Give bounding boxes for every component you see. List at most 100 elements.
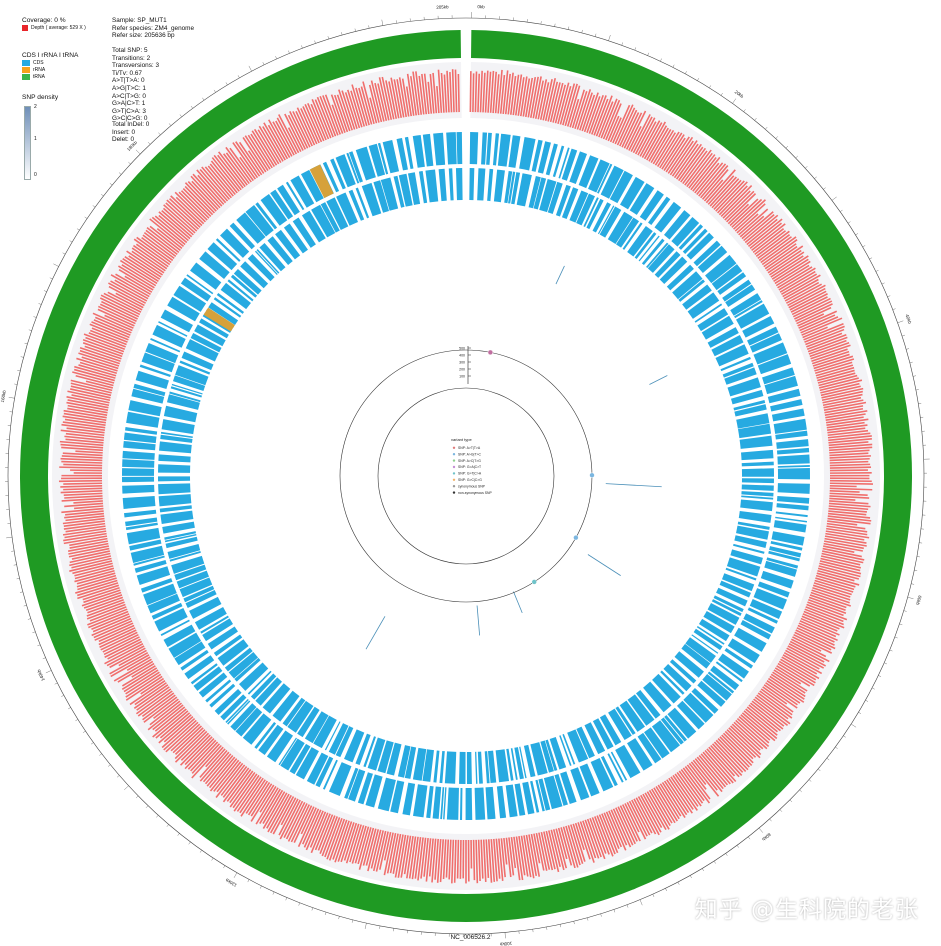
depth-bar xyxy=(125,671,160,695)
depth-bar xyxy=(711,178,740,209)
cds-block xyxy=(707,603,740,625)
cds-block xyxy=(254,721,277,749)
depth-bar xyxy=(393,79,403,118)
depth-bar xyxy=(763,243,797,268)
scale-tick xyxy=(168,123,172,126)
depth-bar xyxy=(759,690,793,716)
depth-bar xyxy=(109,647,146,669)
depth-bar xyxy=(626,801,647,840)
depth-bar xyxy=(69,540,109,549)
depth-bar xyxy=(100,631,138,651)
depth-bar xyxy=(607,115,620,142)
cds-block xyxy=(770,399,803,412)
depth-bar xyxy=(70,388,111,399)
depth-bar xyxy=(713,179,742,211)
depth-bar xyxy=(749,222,782,250)
depth-bar xyxy=(680,769,705,802)
snp-density-mark xyxy=(555,265,565,285)
depth-bar xyxy=(63,412,107,421)
scale-tick xyxy=(889,649,893,652)
depth-bar xyxy=(146,226,180,253)
scale-tick xyxy=(166,824,169,827)
cds-block xyxy=(413,784,428,818)
depth-bar xyxy=(304,103,323,143)
depth-bar xyxy=(767,677,805,703)
depth-bar xyxy=(69,537,108,547)
scale-tick xyxy=(262,62,265,65)
sample-name: Sample: SP_MUT1 xyxy=(112,17,167,24)
scale-tick xyxy=(817,768,821,772)
depth-bar xyxy=(538,832,548,871)
depth-bar xyxy=(640,794,662,833)
cds-block xyxy=(769,546,802,558)
cds-block xyxy=(496,785,507,819)
scale-tick xyxy=(62,252,66,255)
depth-bar xyxy=(66,396,110,407)
depth-bar xyxy=(710,744,740,778)
cds-block xyxy=(165,536,198,549)
cds-block xyxy=(277,184,300,216)
cds-block xyxy=(514,783,526,816)
cds-block xyxy=(569,151,588,184)
cds-block xyxy=(242,713,272,745)
depth-bar xyxy=(827,515,872,522)
depth-bar xyxy=(686,764,707,790)
depth-bar xyxy=(86,601,125,617)
scale-tick xyxy=(90,742,94,745)
cds-block xyxy=(335,726,354,758)
depth-bar xyxy=(370,80,383,123)
depth-bar xyxy=(567,825,581,866)
cds-block xyxy=(233,269,262,295)
cds-block xyxy=(681,643,711,669)
feature-legend: CDS I rRNA I tRNA CDS rRNA tRNA xyxy=(22,52,78,81)
depth-bar xyxy=(66,401,109,411)
density-tick-mid: 1 xyxy=(34,135,37,142)
depth-bar xyxy=(688,762,707,786)
cds-block xyxy=(459,787,463,820)
depth-bar xyxy=(284,113,304,151)
depth-bar xyxy=(191,744,222,779)
depth-bar xyxy=(805,606,844,623)
cds-block xyxy=(672,271,703,300)
depth-bar xyxy=(589,817,606,860)
depth-bar xyxy=(82,339,124,355)
depth-bar xyxy=(115,292,144,309)
depth-bar xyxy=(242,137,267,173)
scale-tick xyxy=(8,397,15,399)
snp-stat: A>G|T>C: 1 xyxy=(112,84,146,92)
cds-block xyxy=(762,367,795,385)
cds-block xyxy=(267,236,293,265)
depth-bar xyxy=(61,497,103,502)
cds-block xyxy=(224,647,253,672)
cds-block xyxy=(174,641,206,666)
depth-bar xyxy=(64,418,106,426)
depth-bar xyxy=(225,152,250,185)
cds-block xyxy=(145,343,179,364)
depth-bar xyxy=(79,346,121,362)
cds-block xyxy=(336,192,359,226)
depth-bar xyxy=(609,117,622,143)
depth-bar xyxy=(746,218,778,246)
scale-tick-label: 140kb xyxy=(36,668,46,682)
depth-bar xyxy=(803,610,845,629)
depth-bar xyxy=(815,577,855,591)
depth-bar xyxy=(360,86,373,125)
cds-block xyxy=(749,333,782,353)
cds-block xyxy=(174,564,207,581)
depth-bar xyxy=(358,87,370,126)
depth-bar xyxy=(477,839,481,882)
depth-bar xyxy=(158,714,192,744)
depth-bar xyxy=(783,651,823,675)
depth-bar xyxy=(803,322,844,341)
scale-tick xyxy=(881,282,885,285)
depth-bar xyxy=(540,831,551,870)
cds-block xyxy=(348,769,366,802)
depth-bar xyxy=(646,791,670,830)
cds-block xyxy=(576,193,595,226)
cds-block xyxy=(126,411,160,428)
cds-block xyxy=(505,784,518,818)
cds-block xyxy=(734,300,763,319)
depth-bar xyxy=(799,620,837,638)
depth-bar xyxy=(774,667,802,685)
cds-block xyxy=(609,170,633,204)
